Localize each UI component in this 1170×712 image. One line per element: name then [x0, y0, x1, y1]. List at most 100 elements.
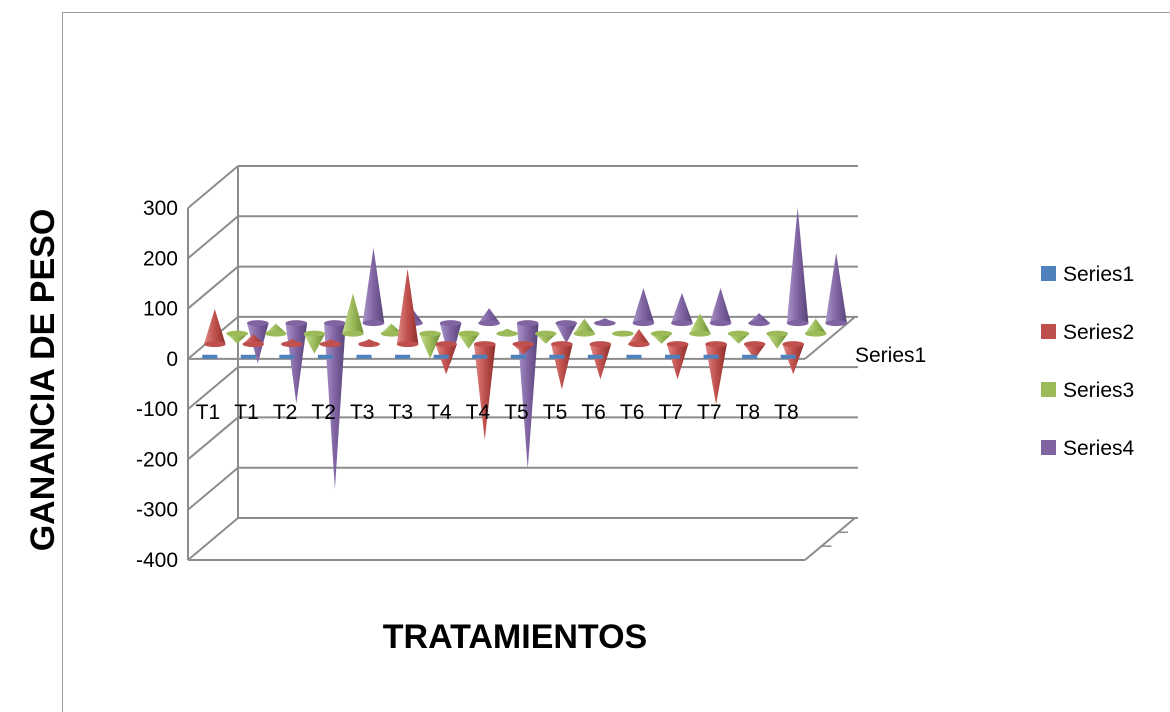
cone-base — [226, 330, 249, 337]
cone-base — [825, 320, 848, 327]
cone-base — [358, 341, 380, 348]
cone-series3-6 — [419, 330, 441, 359]
cone-body — [705, 344, 727, 405]
gridline-side — [187, 466, 239, 511]
cone-base — [496, 330, 519, 337]
cone-series4-15 — [786, 207, 809, 327]
x-tick-label: T5 — [543, 401, 568, 424]
cone-series4-12 — [671, 292, 693, 327]
flat-mark — [780, 354, 796, 359]
cone-body — [825, 252, 848, 324]
cone-series3-1 — [226, 330, 249, 344]
cone-body — [782, 344, 805, 375]
cone-base — [573, 330, 596, 337]
flat-mark — [202, 354, 218, 359]
flat-mark — [279, 354, 295, 359]
cone-base — [632, 320, 655, 327]
data-marks — [202, 207, 848, 490]
cone-base — [435, 341, 457, 348]
flat-mark — [433, 354, 449, 359]
legend-swatch-series4 — [1041, 440, 1056, 455]
x-tick-label: T3 — [350, 401, 375, 424]
flat-mark — [395, 354, 411, 359]
cone-series1-11 — [587, 354, 603, 359]
x-tick-label: T6 — [620, 401, 645, 424]
cone-series4-11 — [632, 287, 655, 327]
cone-body — [632, 287, 655, 324]
cone-series4-2 — [285, 320, 308, 404]
cone-series2-15 — [743, 341, 766, 360]
cone-base — [551, 341, 573, 348]
legend-label-series4: Series4 — [1063, 437, 1135, 460]
cone-series1-14 — [703, 354, 719, 359]
gridline-side — [187, 265, 239, 310]
cone-base — [473, 341, 496, 348]
legend: Series1 Series2 Series3 Series4 — [1041, 263, 1135, 460]
cone-series1-2 — [240, 354, 256, 359]
x-tick-label: T1 — [196, 401, 221, 424]
cone-base — [281, 341, 303, 348]
cone-series1-16 — [780, 354, 796, 359]
cone-series2-1 — [203, 308, 226, 348]
legend-swatch-series3 — [1041, 382, 1056, 397]
x-tick-label: T4 — [466, 401, 491, 424]
cone-base — [786, 320, 809, 327]
cone-body — [766, 333, 788, 349]
flat-mark — [240, 354, 256, 359]
y-tick-label: 100 — [143, 298, 178, 321]
cone-series1-3 — [279, 354, 295, 359]
cone-series3-8 — [496, 328, 519, 337]
cone-base — [419, 330, 441, 337]
cone-series3-3 — [303, 330, 326, 354]
cone-body — [573, 318, 596, 334]
cone-base — [594, 320, 616, 327]
flat-mark — [664, 354, 681, 359]
cone-series4-10 — [594, 318, 616, 327]
cone-series1-1 — [202, 354, 218, 359]
y-tick-label: -400 — [136, 549, 178, 572]
cone-series1-7 — [433, 354, 449, 359]
cone-body — [555, 323, 578, 344]
cone-body — [419, 333, 441, 359]
cone-series1-6 — [395, 354, 411, 359]
cone-series3-9 — [534, 330, 557, 344]
cone-body — [362, 247, 385, 324]
cone-base — [666, 341, 689, 348]
cone-series2-7 — [435, 341, 457, 375]
gridline-side — [187, 215, 239, 260]
cone-base — [246, 320, 269, 327]
cone-base — [319, 341, 342, 348]
y-tick-label: 200 — [143, 247, 178, 270]
cone-base — [512, 341, 535, 348]
cone-series1-9 — [510, 354, 526, 359]
cone-body — [303, 333, 326, 354]
gridline-side — [187, 517, 239, 561]
cone-body — [689, 313, 711, 334]
cone-series4-8 — [516, 320, 539, 469]
cone-series2-9 — [512, 341, 535, 355]
cone-body — [478, 308, 500, 324]
flat-mark — [742, 354, 758, 359]
cone-series2-8 — [473, 341, 496, 440]
cone-base — [362, 320, 385, 327]
x-tick-label: T5 — [504, 401, 529, 424]
flat-mark — [626, 354, 642, 359]
cone-series3-10 — [573, 318, 596, 337]
cone-series2-11 — [589, 341, 612, 380]
cone-base — [748, 320, 770, 327]
cone-base — [380, 330, 403, 337]
cone-base — [589, 341, 612, 348]
cone-body — [709, 287, 732, 324]
cone-base — [478, 320, 500, 327]
cone-series3-13 — [689, 313, 711, 337]
cone-body — [396, 268, 419, 345]
cone-series1-5 — [356, 354, 372, 359]
cone-base — [782, 341, 805, 348]
cone-series2-5 — [358, 339, 380, 348]
chart-frame — [62, 12, 1170, 712]
cone-series3-14 — [727, 330, 750, 344]
cone-base — [628, 341, 650, 348]
cone-base — [457, 330, 480, 337]
cone-series4-3 — [324, 320, 346, 490]
cone-series1-10 — [549, 354, 565, 359]
